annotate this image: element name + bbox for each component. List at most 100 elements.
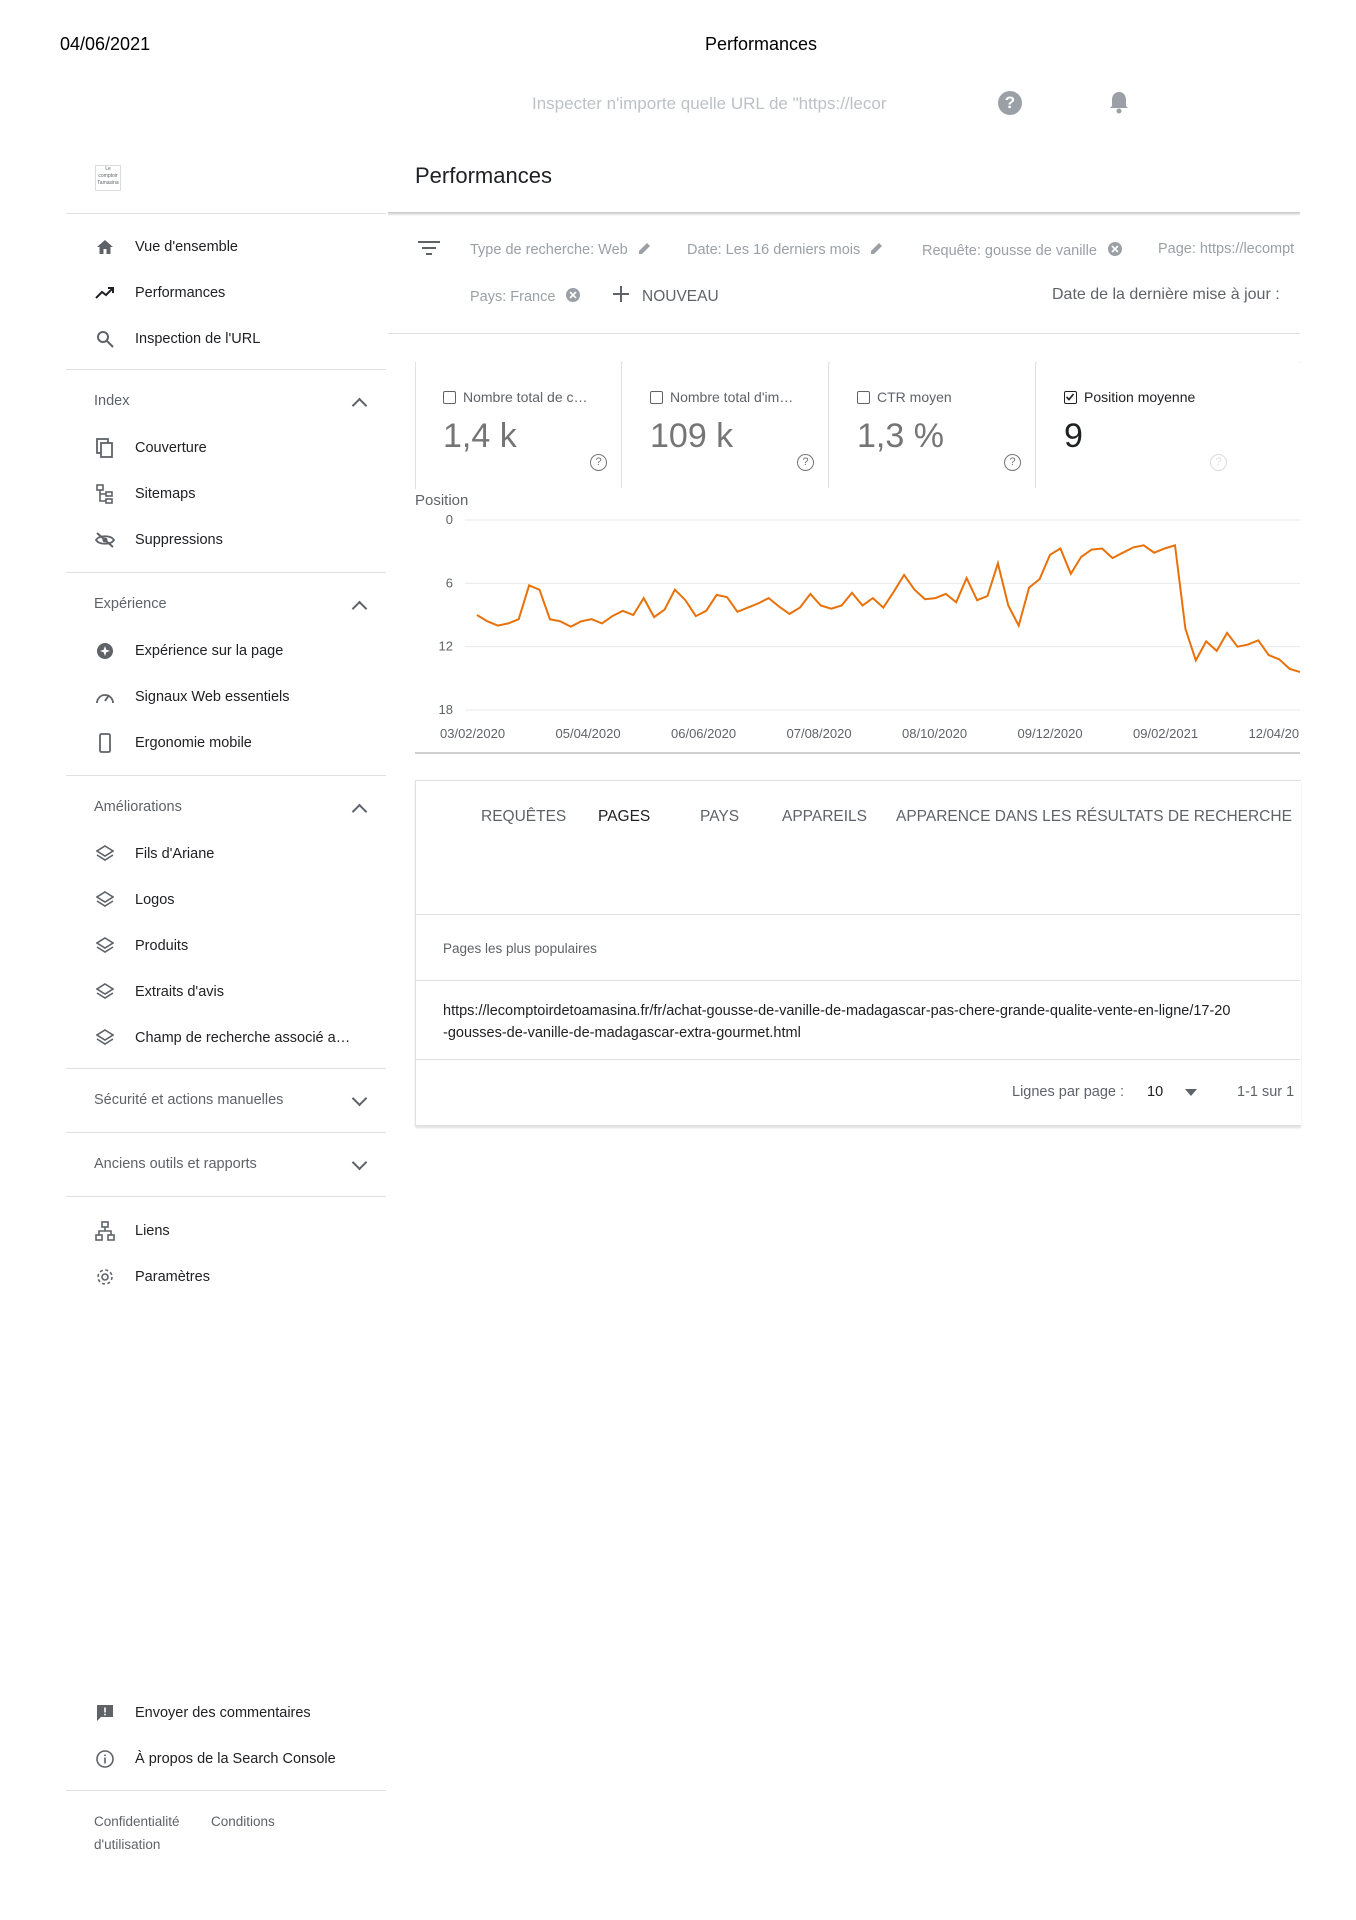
filter-chip-page[interactable]: Page: https://lecompt <box>1158 241 1295 257</box>
tab-devices[interactable]: APPAREILS <box>782 808 868 825</box>
page-url-line-2: -gousses-de-vanille-de-madagascar-extra-… <box>443 1025 801 1041</box>
divider <box>66 213 386 214</box>
sidebar-item-overview[interactable]: Vue d'ensemble <box>94 236 238 258</box>
y-axis-label: Position <box>415 492 468 509</box>
sidebar-item-url-inspection[interactable]: Inspection de l'URL <box>94 328 260 350</box>
terms-link-continued[interactable]: d'utilisation <box>94 1837 161 1852</box>
x-tick-label: 09/02/2021 <box>1133 726 1198 741</box>
filter-icon[interactable] <box>418 240 440 261</box>
sidebar-item-performance[interactable]: Performances <box>94 282 225 304</box>
metric-total-impressions[interactable]: Nombre total d'im… 109 k ? <box>623 362 829 488</box>
sidebar-item-label: Vue d'ensemble <box>135 239 238 255</box>
filter-chip-query[interactable]: Requête: gousse de vanille <box>922 241 1123 261</box>
layers-icon <box>94 889 116 911</box>
dimensions-card <box>415 780 1301 1126</box>
section-experience-header[interactable]: Expérience <box>94 596 167 612</box>
edit-icon[interactable] <box>638 241 652 259</box>
metric-average-ctr[interactable]: CTR moyen 1,3 % ? <box>830 362 1036 488</box>
tab-pages[interactable]: PAGES <box>598 808 651 825</box>
search-icon <box>94 328 116 350</box>
sidebar-item-label: Suppressions <box>135 532 223 548</box>
chevron-up-icon[interactable] <box>351 803 368 820</box>
help-icon[interactable]: ? <box>998 91 1022 115</box>
tab-queries[interactable]: REQUÊTES <box>481 808 567 825</box>
rows-per-page-label: Lignes par page : <box>1012 1084 1125 1100</box>
sidebar-item-settings[interactable]: Paramètres <box>94 1266 210 1288</box>
section-legacy-header[interactable]: Anciens outils et rapports <box>94 1156 257 1172</box>
sidebar-item-removals[interactable]: Suppressions <box>94 529 223 551</box>
print-title: Performances <box>705 34 818 54</box>
sidebar-item-core-web-vitals[interactable]: Signaux Web essentiels <box>94 686 290 708</box>
tab-countries[interactable]: PAYS <box>700 808 740 825</box>
divider <box>66 1068 386 1069</box>
divider <box>66 1790 386 1791</box>
property-logo[interactable]: Le comptoir Tamasina <box>95 165 121 191</box>
send-feedback-button[interactable]: Envoyer des commentaires <box>94 1702 311 1724</box>
privacy-link[interactable]: Confidentialité <box>94 1814 180 1829</box>
bell-icon[interactable] <box>1108 90 1130 119</box>
metric-value: 109 k <box>650 417 734 455</box>
metric-value: 1,4 k <box>443 417 517 455</box>
add-filter-button[interactable]: NOUVEAU <box>612 285 719 308</box>
help-circle-icon[interactable]: ? <box>590 454 607 471</box>
checkbox[interactable] <box>857 390 870 404</box>
layers-icon <box>94 981 116 1003</box>
position-chart: Position 0 6 12 18 03/02/2020 05/04/2020 06/0… <box>415 492 1300 754</box>
chevron-up-icon[interactable] <box>351 397 368 414</box>
rows-per-page-select[interactable]: 10 <box>1147 1084 1198 1100</box>
sidebar-item-label: Couverture <box>135 440 207 456</box>
table-header-top-pages[interactable]: Pages les plus populaires <box>443 941 597 956</box>
edit-icon[interactable] <box>870 241 884 259</box>
links-icon <box>94 1220 116 1242</box>
section-security-header[interactable]: Sécurité et actions manuelles <box>94 1092 284 1108</box>
sidebar-item-label: Signaux Web essentiels <box>135 689 290 705</box>
sidebar-item-label: Expérience sur la page <box>135 643 284 659</box>
url-inspect-input[interactable]: Inspecter n'importe quelle URL de "https… <box>532 94 887 113</box>
checkbox-checked[interactable] <box>1064 390 1077 404</box>
sidebar-item-mobile-usability[interactable]: Ergonomie mobile <box>94 732 252 754</box>
home-icon <box>94 236 116 258</box>
sidebar-item-sitelinks-searchbox[interactable]: Champ de recherche associé a… <box>94 1027 350 1049</box>
metric-value: 9 <box>1064 417 1083 455</box>
feedback-label: Envoyer des commentaires <box>135 1705 311 1721</box>
sidebar-item-coverage[interactable]: Couverture <box>94 437 207 459</box>
remove-filter-icon[interactable] <box>565 287 581 307</box>
help-circle-icon[interactable]: ? <box>1210 454 1227 471</box>
tab-search-appearance[interactable]: APPARENCE DANS LES RÉSULTATS DE RECHERCH… <box>896 808 1292 825</box>
sidebar-item-label: Extraits d'avis <box>135 984 224 1000</box>
help-circle-icon[interactable]: ? <box>797 454 814 471</box>
filter-chip-search-type[interactable]: Type de recherche: Web <box>470 241 652 259</box>
table-row[interactable]: https://lecomptoirdetoamasina.fr/fr/acha… <box>443 1000 1230 1044</box>
sidebar-item-breadcrumbs[interactable]: Fils d'Ariane <box>94 843 214 865</box>
filter-chip-country[interactable]: Pays: France <box>470 287 581 307</box>
x-tick-label: 09/12/2020 <box>1018 726 1083 741</box>
sidebar-item-products[interactable]: Produits <box>94 935 188 957</box>
y-tick-label: 12 <box>439 639 453 654</box>
metric-average-position[interactable]: Position moyenne 9 ? <box>1037 362 1300 488</box>
trending-up-icon <box>94 282 116 304</box>
divider <box>66 572 386 573</box>
terms-link[interactable]: Conditions <box>211 1814 275 1829</box>
section-index-header[interactable]: Index <box>94 393 130 409</box>
sidebar-item-sitemaps[interactable]: Sitemaps <box>94 483 195 505</box>
chevron-down-icon[interactable] <box>351 1154 368 1171</box>
sidebar-item-logos[interactable]: Logos <box>94 889 175 911</box>
checkbox[interactable] <box>443 390 456 404</box>
about-search-console-link[interactable]: À propos de la Search Console <box>94 1748 336 1770</box>
remove-filter-icon[interactable] <box>1107 241 1123 261</box>
chevron-down-icon[interactable] <box>351 1090 368 1107</box>
sidebar-item-review-snippets[interactable]: Extraits d'avis <box>94 981 224 1003</box>
sidebar-item-links[interactable]: Liens <box>94 1220 170 1242</box>
x-tick-label: 07/08/2020 <box>787 726 852 741</box>
help-circle-icon[interactable]: ? <box>1004 454 1021 471</box>
divider <box>416 914 1300 915</box>
section-enhancements-header[interactable]: Améliorations <box>94 799 182 815</box>
filter-chip-date[interactable]: Date: Les 16 derniers mois <box>687 241 884 259</box>
sidebar-item-label: Paramètres <box>135 1269 210 1285</box>
metric-total-clicks[interactable]: Nombre total de c… 1,4 k ? <box>416 362 622 488</box>
divider <box>388 333 1300 334</box>
about-label: À propos de la Search Console <box>135 1751 336 1767</box>
sidebar-item-page-experience[interactable]: Expérience sur la page <box>94 640 283 662</box>
checkbox[interactable] <box>650 390 663 404</box>
chevron-up-icon[interactable] <box>351 600 368 617</box>
